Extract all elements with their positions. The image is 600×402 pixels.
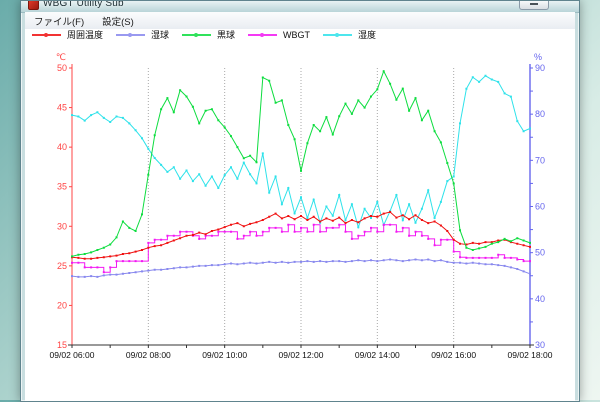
legend-item-humidity: 湿度 (323, 28, 376, 41)
legend-line-icon (182, 32, 212, 37)
legend-line-icon (116, 32, 146, 37)
legend-item-ambient: 周囲温度 (32, 28, 103, 41)
legend-label: 黒球 (217, 30, 236, 40)
menu-file[interactable]: ファイル(F) (34, 16, 85, 28)
window-controls-partial[interactable] (519, 1, 549, 10)
legend-item-wbgt: WBGT (248, 30, 310, 40)
app-icon (28, 1, 39, 10)
legend-marker-icon (260, 32, 265, 37)
legend-marker-icon (194, 32, 199, 37)
chart-panel (25, 29, 575, 401)
window-title: WBGT Utility Sub (43, 1, 124, 9)
legend-marker-icon (335, 32, 340, 37)
minimize-icon (530, 3, 538, 5)
legend-label: 周囲温度 (67, 30, 104, 40)
legend-item-globe: 黒球 (182, 28, 235, 41)
legend-line-icon (32, 32, 61, 37)
legend-line-icon (248, 32, 278, 37)
legend-marker-icon (128, 32, 133, 37)
menu-settings[interactable]: 設定(S) (102, 16, 134, 28)
app-window: WBGT Utility Sub ファイル(F) 設定(S) (20, 0, 580, 402)
legend-label: 湿球 (151, 30, 170, 40)
legend-label: WBGT (283, 29, 311, 40)
legend-marker-icon (44, 32, 48, 37)
legend-label: 湿度 (358, 30, 377, 40)
legend-item-wetbulb: 湿球 (116, 28, 169, 41)
chart-legend: 周囲温度 湿球 黒球 WBGT 湿度 (32, 28, 389, 41)
legend-line-icon (323, 32, 353, 37)
